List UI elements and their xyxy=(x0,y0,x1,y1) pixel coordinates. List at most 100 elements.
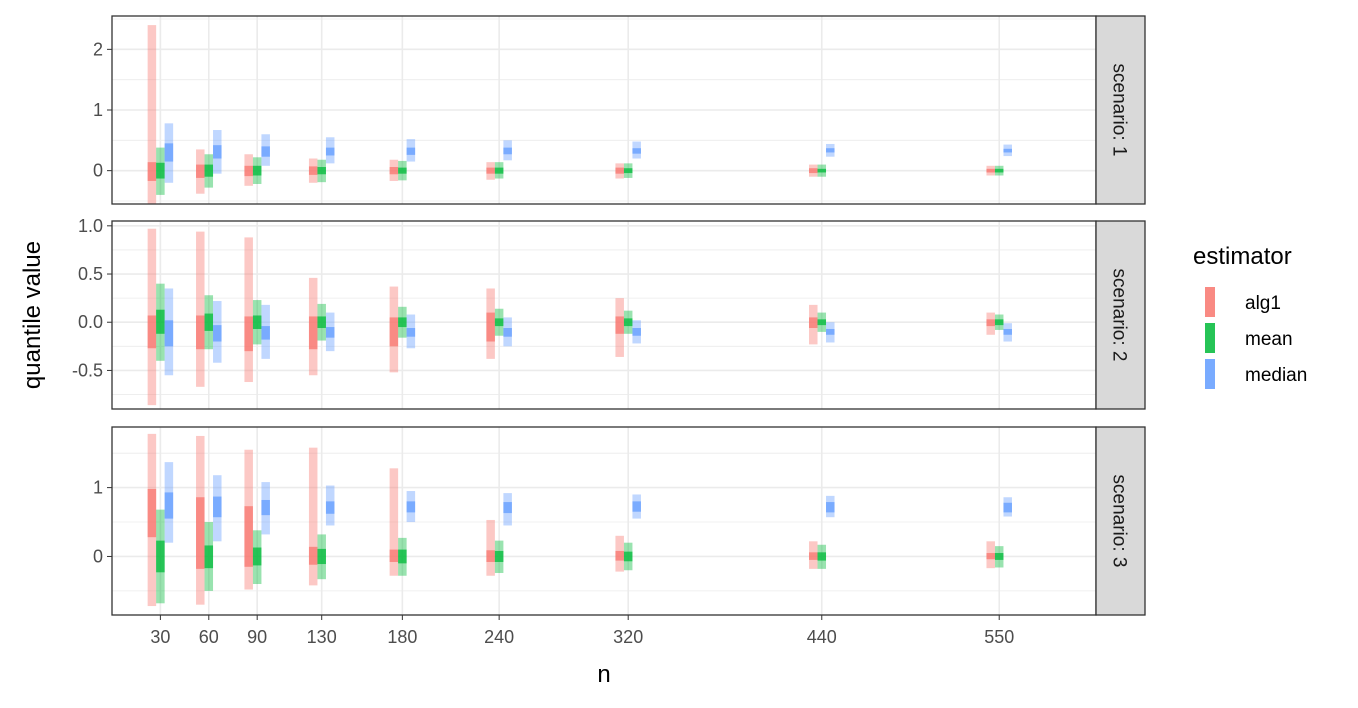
panels: 0 1 2 scenario: 1 -0.5 0.0 0.5 1.0 scenario: 2 0 1… xyxy=(72,15,1146,616)
bar-inner-median xyxy=(406,501,416,513)
bar-inner-median xyxy=(503,502,512,514)
legend-entry-alg1: alg1 xyxy=(1205,287,1281,317)
x-tick-label: 320 xyxy=(613,627,643,647)
panel-background xyxy=(112,221,1096,409)
bar-inner-mean xyxy=(817,552,827,561)
bar-inner-median xyxy=(213,325,222,342)
legend-key-alg1 xyxy=(1205,287,1215,317)
y-tick-label: 0.5 xyxy=(78,264,103,284)
y-tick-label: 2 xyxy=(93,39,103,59)
bar-inner-mean xyxy=(317,316,326,329)
bar-inner-median xyxy=(1003,502,1012,513)
bar-inner-mean xyxy=(398,167,407,174)
bar-inner-median xyxy=(406,328,416,337)
strip-label: scenario: 2 xyxy=(1109,269,1130,362)
bar-inner-median xyxy=(503,147,512,155)
bar-inner-median xyxy=(406,147,416,155)
bar-inner-alg1 xyxy=(809,552,818,560)
bar-inner-median xyxy=(826,502,835,513)
legend-key-median xyxy=(1205,359,1215,389)
bar-outer-alg1 xyxy=(389,468,399,576)
bar-inner-mean xyxy=(623,318,633,327)
bar-inner-alg1 xyxy=(809,317,818,329)
bar-inner-alg1 xyxy=(196,315,205,350)
bar-outer-alg1 xyxy=(196,231,205,387)
bar-inner-median xyxy=(325,327,335,338)
bar-inner-median xyxy=(632,148,641,154)
strip-label: scenario: 3 xyxy=(1109,475,1130,568)
legend-title: estimator xyxy=(1193,243,1292,270)
bar-inner-mean xyxy=(398,549,407,564)
strip-background xyxy=(1095,15,1146,205)
y-tick-label: 0.0 xyxy=(78,312,103,332)
bar-inner-mean xyxy=(252,315,262,329)
bar-inner-mean xyxy=(994,553,1004,560)
bar-outer-alg1 xyxy=(486,519,495,576)
panel-background xyxy=(112,427,1096,615)
bar-inner-mean xyxy=(204,545,214,569)
bar-inner-median xyxy=(164,143,174,162)
bar-inner-alg1 xyxy=(809,168,818,174)
bar-inner-median xyxy=(261,326,270,340)
bar-inner-mean xyxy=(204,164,214,177)
bar-inner-median xyxy=(261,146,270,157)
x-tick-label: 180 xyxy=(387,627,417,647)
bar-inner-alg1 xyxy=(244,165,253,177)
bar-inner-median xyxy=(213,496,222,518)
bar-inner-alg1 xyxy=(196,164,205,178)
bar-inner-mean xyxy=(994,168,1004,173)
bar-inner-mean xyxy=(494,550,504,562)
x-tick-label: 440 xyxy=(807,627,837,647)
panel-scenario-2: -0.5 0.0 0.5 1.0 scenario: 2 xyxy=(72,216,1146,410)
bar-inner-median xyxy=(503,328,512,337)
bar-inner-alg1 xyxy=(389,549,399,562)
bar-inner-alg1 xyxy=(486,550,495,562)
bar-inner-median xyxy=(632,501,641,512)
bar-outer-alg1 xyxy=(244,237,253,383)
bar-inner-mean xyxy=(494,318,504,327)
bar-inner-median xyxy=(261,499,270,516)
x-axis: 30 60 90 130 180 240 320 440 550 xyxy=(150,615,1014,647)
x-tick-label: 90 xyxy=(247,627,267,647)
bar-inner-median xyxy=(164,492,174,519)
bar-inner-mean xyxy=(252,165,262,176)
y-tick-label: 0 xyxy=(93,546,103,566)
y-tick-label: 1 xyxy=(93,478,103,498)
bar-inner-alg1 xyxy=(196,497,205,569)
bar-inner-alg1 xyxy=(244,316,253,352)
y-tick-label: 0 xyxy=(93,161,103,181)
bar-inner-mean xyxy=(317,548,326,565)
y-axis-title: quantile value xyxy=(19,241,46,389)
y-tick-label: 1 xyxy=(93,100,103,120)
bar-inner-alg1 xyxy=(615,550,624,561)
bar-inner-mean xyxy=(623,551,633,562)
bar-inner-alg1 xyxy=(244,506,253,567)
bar-inner-alg1 xyxy=(615,316,624,334)
x-tick-label: 130 xyxy=(307,627,337,647)
strip-label: scenario: 1 xyxy=(1109,64,1130,157)
legend-label-mean: mean xyxy=(1245,329,1293,350)
bar-inner-alg1 xyxy=(389,167,399,175)
bar-inner-median xyxy=(164,320,174,347)
bar-inner-alg1 xyxy=(986,168,995,173)
bar-inner-alg1 xyxy=(147,315,157,349)
x-tick-label: 240 xyxy=(484,627,514,647)
legend-entry-mean: mean xyxy=(1205,323,1293,353)
bar-inner-mean xyxy=(156,540,165,573)
bar-inner-median xyxy=(1003,328,1012,335)
bar-inner-alg1 xyxy=(486,167,495,174)
bar-inner-median xyxy=(1003,148,1012,153)
bar-inner-mean xyxy=(156,309,165,334)
bar-inner-alg1 xyxy=(615,167,624,174)
x-tick-label: 30 xyxy=(150,627,170,647)
bar-inner-mean xyxy=(317,167,326,175)
bar-inner-median xyxy=(632,328,641,336)
bar-inner-alg1 xyxy=(308,166,318,175)
bar-inner-alg1 xyxy=(308,316,318,350)
legend: alg1 mean median xyxy=(1205,287,1307,389)
bar-inner-alg1 xyxy=(986,553,995,560)
x-tick-label: 550 xyxy=(984,627,1014,647)
bar-inner-mean xyxy=(817,319,827,326)
bar-inner-mean xyxy=(994,319,1004,326)
